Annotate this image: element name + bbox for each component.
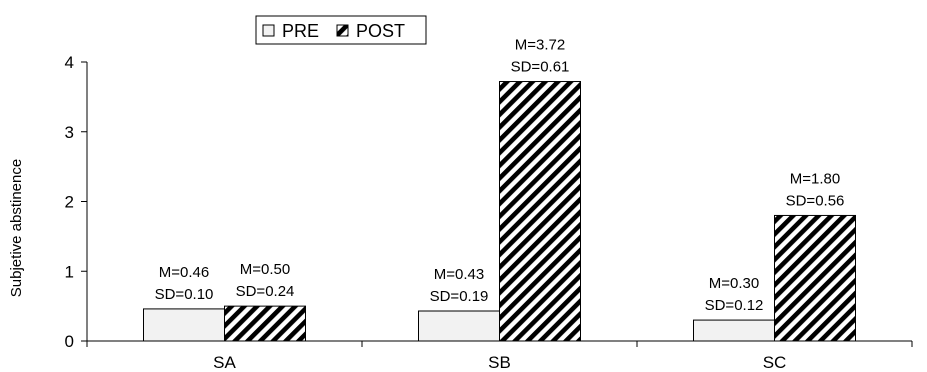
data-label-sd: SD=0.61 <box>511 59 570 76</box>
data-labels: M=0.46 SD=0.10 M=0.50 SD=0.24 M=0.43 SD=0.19 M… <box>155 37 845 315</box>
y-axis-label: Subjetive abstinence <box>8 159 25 297</box>
legend-label-pre: PRE <box>282 21 319 41</box>
bars <box>143 81 856 342</box>
bar-post-sa <box>224 305 306 342</box>
data-label-mean: M=0.30 <box>709 275 759 292</box>
data-label-mean: M=0.46 <box>159 264 209 281</box>
bar-pre-sb <box>418 310 500 342</box>
data-label-mean: M=0.50 <box>240 261 290 278</box>
legend-swatch-post <box>336 24 349 37</box>
bar-post-sb <box>499 81 581 342</box>
y-tick-label: 4 <box>65 53 74 72</box>
y-tick-label: 1 <box>65 262 74 281</box>
data-label-sd: SD=0.56 <box>786 192 845 209</box>
data-label-mean: M=3.72 <box>515 37 565 54</box>
y-tick-label: 0 <box>65 332 74 351</box>
bar-pre-sa <box>143 308 225 342</box>
legend-label-post: POST <box>356 21 405 41</box>
data-label-mean: M=0.43 <box>434 266 484 283</box>
x-tick-label: SB <box>488 353 511 372</box>
data-label-sd: SD=0.10 <box>155 286 214 303</box>
bar-pre-sc <box>693 319 775 342</box>
data-label-sd: SD=0.19 <box>430 288 489 305</box>
x-tick-label: SC <box>763 353 787 372</box>
bar-post-sc <box>774 214 856 342</box>
data-label-sd: SD=0.12 <box>705 297 764 314</box>
x-tick-label: SA <box>213 353 236 372</box>
y-tick-label: 3 <box>65 123 74 142</box>
legend: PRE POST <box>255 15 427 45</box>
legend-swatch-pre <box>262 24 275 37</box>
y-tick-label: 2 <box>65 193 74 212</box>
data-label-mean: M=1.80 <box>790 170 840 187</box>
data-label-sd: SD=0.24 <box>236 283 295 300</box>
